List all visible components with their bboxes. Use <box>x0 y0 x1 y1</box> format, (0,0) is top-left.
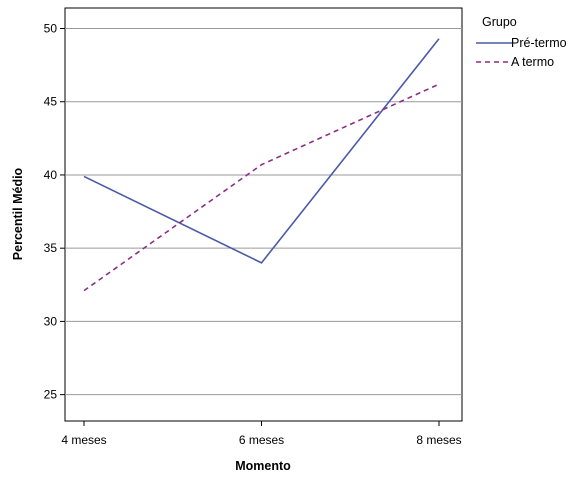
legend-label-2: A termo <box>511 55 554 69</box>
legend-title: Grupo <box>482 15 517 29</box>
y-tick-label-50: 50 <box>44 22 58 36</box>
series-line-2 <box>83 83 440 292</box>
series-line-1 <box>83 38 440 264</box>
x-tick-label-1: 4 meses <box>61 433 106 447</box>
x-axis-title: Momento <box>235 459 291 473</box>
y-tick-label-40: 40 <box>44 168 58 182</box>
x-tick-label-2: 6 meses <box>239 433 284 447</box>
y-tick-label-30: 30 <box>44 314 58 328</box>
legend: Grupo Pré-termo A termo <box>476 15 567 69</box>
y-axis-ticks: 25 30 35 40 45 50 <box>44 22 65 402</box>
plot-area <box>64 7 463 422</box>
series-lines <box>83 38 440 292</box>
x-tick-label-3: 8 meses <box>416 433 461 447</box>
x-axis-ticks: 4 meses 6 meses 8 meses <box>61 421 462 447</box>
y-tick-label-45: 45 <box>44 95 58 109</box>
legend-items: Pré-termo A termo <box>476 36 567 69</box>
y-axis-title: Percentil Médio <box>11 167 25 260</box>
y-tick-label-25: 25 <box>44 388 58 402</box>
grid-lines <box>65 28 462 396</box>
legend-label-1: Pré-termo <box>511 36 567 50</box>
y-tick-label-35: 35 <box>44 241 58 255</box>
